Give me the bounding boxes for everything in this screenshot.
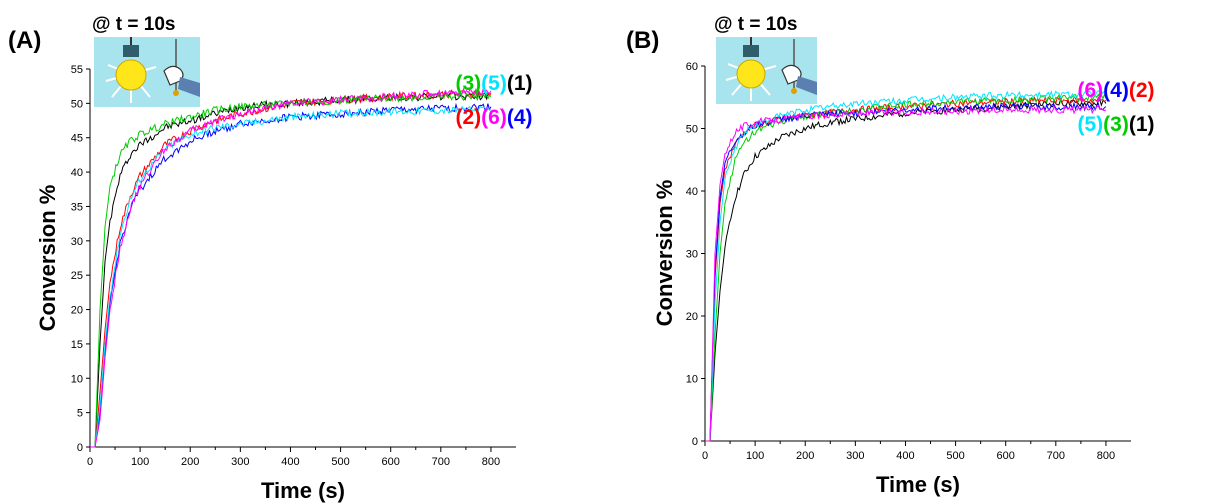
y-tick-label: 15 xyxy=(71,339,83,351)
legend-entry-6: (6) xyxy=(1077,79,1103,102)
light-bulb-switch-icon xyxy=(716,37,817,104)
panel-a-legend: (3)(5)(1) (2)(6)(4) xyxy=(455,72,532,129)
panel-b-x-ticks: 0 100 200 300 400 500 600 700 800 xyxy=(702,441,1115,462)
y-tick-label: 0 xyxy=(77,442,83,454)
panel-a-y-axis-label: Conversion % xyxy=(35,185,60,332)
y-tick-label: 30 xyxy=(71,236,83,248)
series-line-3 xyxy=(90,91,492,448)
x-tick-label: 600 xyxy=(997,450,1015,462)
panel-b-y-ticks: 0 10 20 30 40 50 60 xyxy=(686,61,705,448)
panel-a-annotation: @ t = 10s xyxy=(92,14,176,35)
y-tick-label: 10 xyxy=(686,374,698,386)
legend-entry-5: (5) xyxy=(481,72,507,95)
series-line-1 xyxy=(90,91,492,448)
y-tick-label: 50 xyxy=(71,98,83,110)
y-tick-label: 30 xyxy=(686,249,698,261)
series-line-4 xyxy=(90,102,492,448)
legend-entry-1: (1) xyxy=(507,72,533,95)
y-tick-label: 50 xyxy=(686,124,698,136)
legend-row: (3)(5)(1) xyxy=(455,72,532,95)
x-tick-label: 500 xyxy=(946,450,964,462)
x-tick-label: 400 xyxy=(281,456,299,468)
legend-entry-4: (4) xyxy=(507,106,533,129)
x-tick-label: 800 xyxy=(482,456,500,468)
legend-row: (2)(6)(4) xyxy=(455,106,532,129)
series-line-6 xyxy=(705,104,1107,442)
x-tick-label: 700 xyxy=(432,456,450,468)
x-tick-label: 200 xyxy=(796,450,814,462)
legend-entry-3: (3) xyxy=(455,72,481,95)
legend-entry-2: (2) xyxy=(455,106,481,129)
panel-a: (A) @ t = 10s 0 100 200 300 400 500 600 700 800 … xyxy=(8,14,533,503)
series-line-6 xyxy=(90,86,492,448)
legend-entry-3: (3) xyxy=(1103,113,1129,136)
y-tick-label: 60 xyxy=(686,61,698,73)
x-tick-label: 300 xyxy=(231,456,249,468)
panel-b-label: (B) xyxy=(626,27,659,54)
y-tick-label: 10 xyxy=(71,373,83,385)
series-line-2 xyxy=(90,89,492,448)
panel-b-x-axis-label: Time (s) xyxy=(876,472,960,497)
y-tick-label: 5 xyxy=(77,408,83,420)
panel-a-y-ticks: 0 5 10 15 20 25 30 35 40 45 50 55 xyxy=(71,64,90,454)
y-tick-label: 40 xyxy=(686,186,698,198)
panel-a-label: (A) xyxy=(8,27,41,54)
legend-row: (5)(3)(1) xyxy=(1077,113,1154,136)
series-line-3 xyxy=(705,93,1107,442)
panel-b-series xyxy=(705,90,1107,442)
x-tick-label: 400 xyxy=(896,450,914,462)
series-line-4 xyxy=(705,101,1107,442)
x-tick-label: 600 xyxy=(382,456,400,468)
panel-b: (B) @ t = 10s 0 100 200 300 400 500 600 700 800 … xyxy=(626,14,1155,497)
y-tick-label: 40 xyxy=(71,167,83,179)
series-line-5 xyxy=(90,105,492,448)
y-tick-label: 45 xyxy=(71,133,83,145)
series-line-5 xyxy=(705,90,1107,442)
legend-entry-5: (5) xyxy=(1077,113,1103,136)
series-line-1 xyxy=(705,98,1107,442)
x-tick-label: 800 xyxy=(1097,450,1115,462)
x-tick-label: 100 xyxy=(746,450,764,462)
x-tick-label: 200 xyxy=(181,456,199,468)
panel-a-series xyxy=(90,86,492,448)
panel-a-x-axis-label: Time (s) xyxy=(261,478,345,503)
panel-b-legend: (6)(4)(2) (5)(3)(1) xyxy=(1077,79,1154,136)
x-tick-label: 700 xyxy=(1047,450,1065,462)
y-tick-label: 35 xyxy=(71,201,83,213)
panel-b-y-axis-label: Conversion % xyxy=(652,180,677,327)
legend-entry-6: (6) xyxy=(481,106,507,129)
x-tick-label: 100 xyxy=(131,456,149,468)
y-tick-label: 55 xyxy=(71,64,83,76)
legend-entry-2: (2) xyxy=(1129,79,1155,102)
x-tick-label: 0 xyxy=(702,450,708,462)
legend-entry-4: (4) xyxy=(1103,79,1129,102)
x-tick-label: 300 xyxy=(846,450,864,462)
legend-row: (6)(4)(2) xyxy=(1077,79,1154,102)
x-tick-label: 0 xyxy=(87,456,93,468)
light-bulb-switch-icon xyxy=(94,37,200,107)
y-tick-label: 20 xyxy=(686,311,698,323)
y-tick-label: 0 xyxy=(692,436,698,448)
panel-b-annotation: @ t = 10s xyxy=(714,14,798,35)
y-tick-label: 20 xyxy=(71,305,83,317)
legend-entry-1: (1) xyxy=(1129,113,1155,136)
y-tick-label: 25 xyxy=(71,270,83,282)
x-tick-label: 500 xyxy=(331,456,349,468)
panel-a-x-ticks: 0 100 200 300 400 500 600 700 800 xyxy=(87,447,500,468)
